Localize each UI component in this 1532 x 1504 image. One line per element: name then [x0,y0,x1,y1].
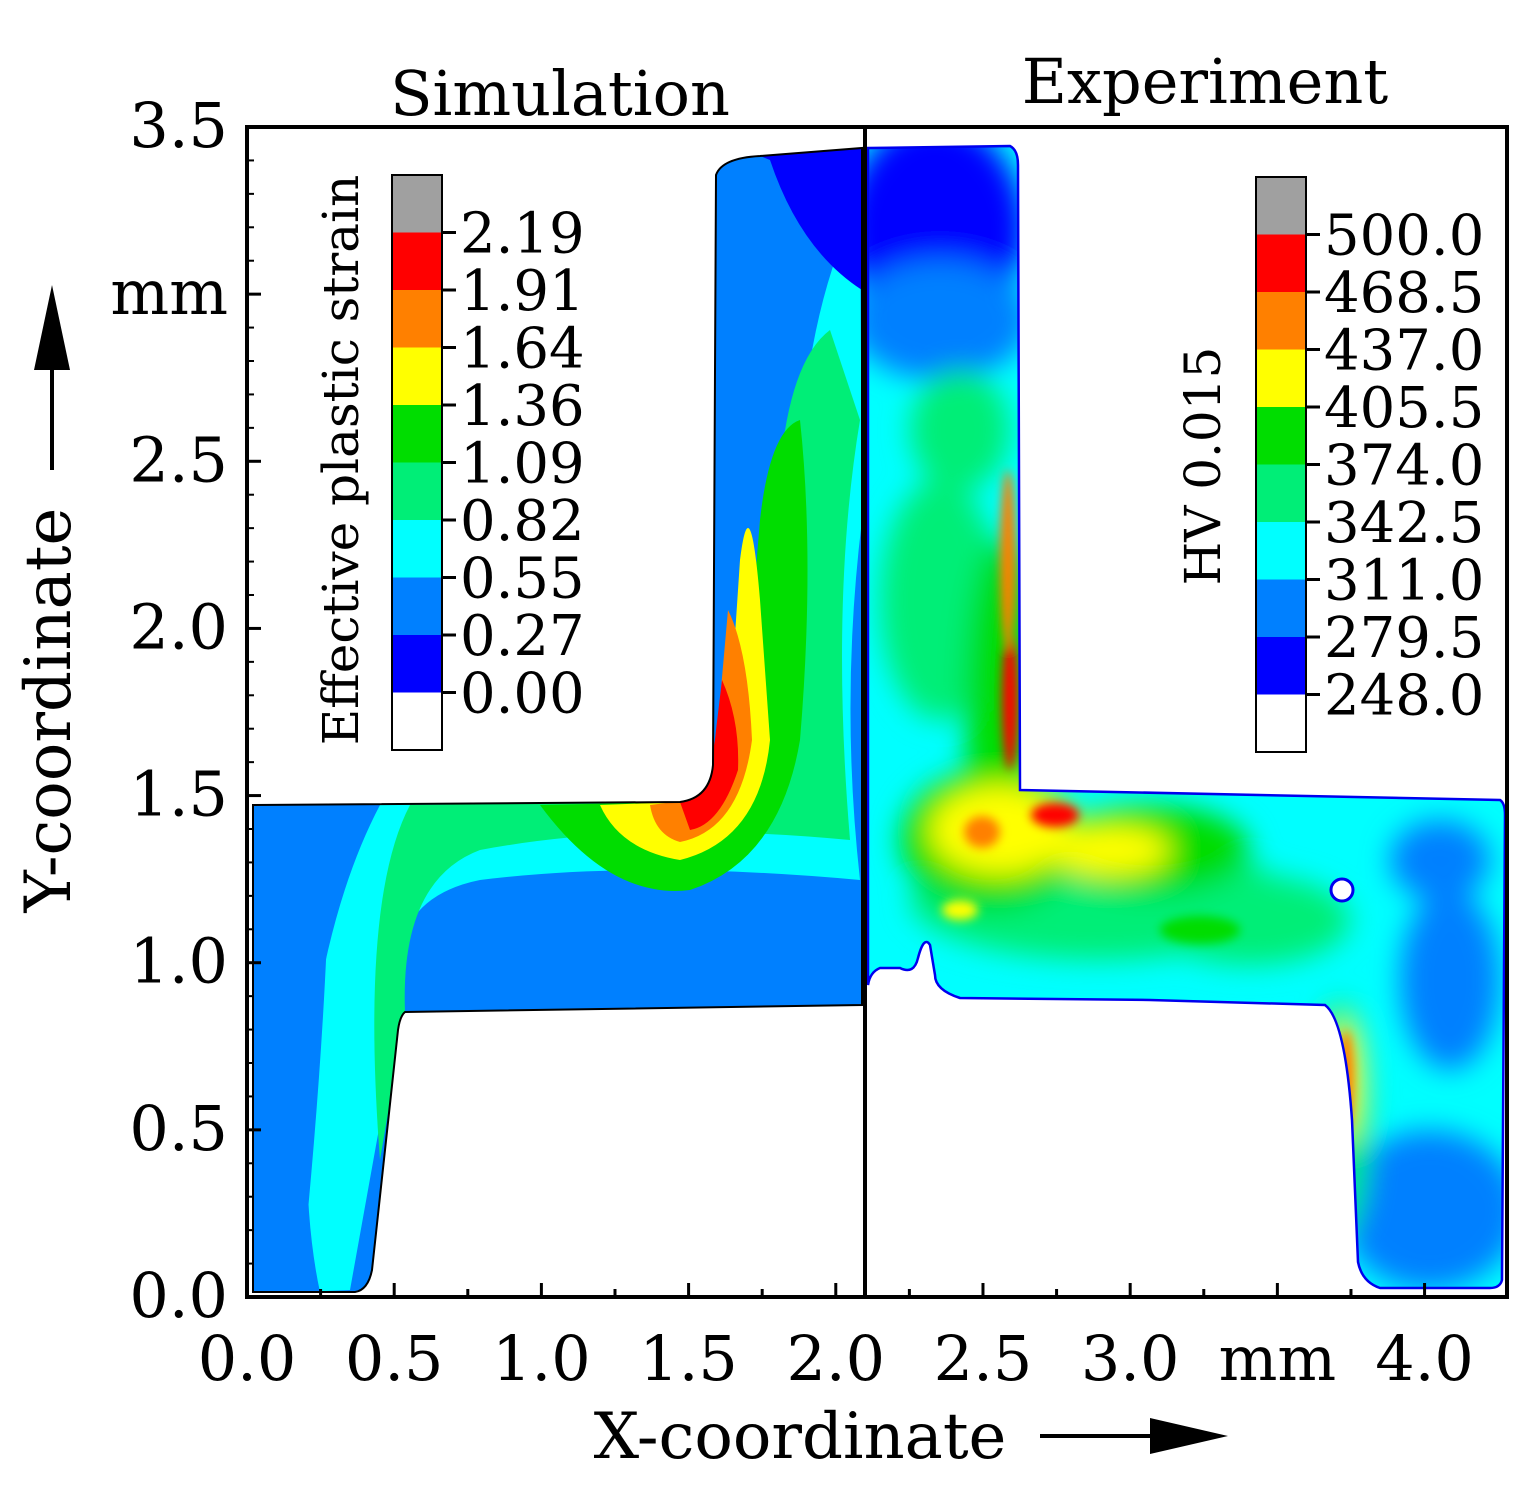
cb-hard-swatch [1256,637,1306,695]
simulation-title: Simulation [390,57,730,130]
cb-strain-swatch [392,462,442,520]
cb-hard-label: 374.0 [1324,434,1484,499]
cb-hard-swatch [1256,234,1306,292]
cb-strain-swatch [392,520,442,578]
cb-hard-label: 468.5 [1324,261,1484,326]
cb-strain-label: 1.09 [460,432,585,497]
exp-blob-4 [1390,820,1490,900]
exp-spot-0 [1002,630,1018,770]
cb-hard-label: 437.0 [1324,319,1484,384]
sim-band-8 [760,148,862,290]
exp-blob-13 [930,785,1070,875]
cb-hard-label: 311.0 [1324,549,1484,614]
y-tick-label: 1.0 [129,925,228,998]
cb-strain-label: 0.82 [460,489,585,554]
strain-colorbar: 2.191.911.641.361.090.820.550.270.00 [391,174,585,751]
exp-spot-3 [964,816,1000,848]
cb-strain-label: 1.91 [460,259,585,324]
hardness-colorbar: 500.0468.5437.0405.5374.0342.5311.0279.5… [1255,176,1484,753]
x-tick-label: 1.0 [492,1322,591,1395]
cb-strain-swatch [392,692,442,750]
cb-strain-swatch [392,175,442,233]
exp-spot-5 [942,900,978,920]
cb-hard-swatch [1256,694,1306,752]
cb-hard-label: 500.0 [1324,204,1484,269]
exp-spot-2 [1031,803,1079,827]
cb-hard-label: 248.0 [1324,664,1484,729]
cb-hard-label: 279.5 [1324,606,1484,671]
cb-strain-swatch [392,577,442,635]
exp-blob-14 [1050,825,1170,875]
cb-strain-swatch [392,232,442,290]
cb-hard-swatch [1256,349,1306,407]
y-axis-arrow [34,285,70,470]
sim-band-0 [500,880,862,1012]
experiment-hole [1329,877,1355,903]
cb-hard-swatch [1256,407,1306,465]
cb-strain-swatch [392,290,442,348]
cb-hard-label: 405.5 [1324,376,1484,441]
plot-frame [245,125,1509,1299]
cb-strain-label: 1.36 [460,374,585,439]
exp-blob-3 [1400,890,1500,1070]
cb-hard-swatch [1256,464,1306,522]
cb-strain-swatch [392,635,442,693]
cb-strain-label: 0.00 [460,662,585,727]
cb-strain-label: 2.19 [460,202,585,267]
y-tick-label: 2.0 [129,590,228,663]
y-tick-label: 3.5 [129,89,228,162]
cb-hard-swatch [1256,522,1306,580]
exp-hot-spots [942,470,1354,1130]
cb-strain-label: 0.27 [460,604,585,669]
hardness-colorbar-title: HV 0.015 [1174,347,1232,586]
x-tick-label: 0.5 [345,1322,444,1395]
cb-hard-label: 342.5 [1324,491,1484,556]
x-tick-label: 4.0 [1375,1322,1474,1395]
cb-hard-swatch [1256,177,1306,235]
cb-hard-swatch [1256,579,1306,637]
x-axis-arrow [1040,1418,1228,1454]
exp-blob-1 [868,260,1030,380]
x-tick-label: mm [1219,1322,1337,1395]
y-tick-label: 0.0 [129,1259,228,1332]
y-tick-label: mm [110,256,228,329]
sim-band-9 [253,805,380,1292]
exp-spot-1 [1000,470,1016,650]
y-axis-ticks: 0.0 0.5 1.0 1.5 2.0 2.5 mm 3.5 [110,89,261,1332]
cb-strain-label: 0.55 [460,547,585,612]
cb-strain-swatch [392,405,442,463]
exp-spot-6 [1160,916,1240,944]
x-tick-label: 0.0 [198,1322,297,1395]
y-tick-label: 2.5 [129,423,228,496]
cb-hard-swatch [1256,292,1306,350]
y-tick-label: 0.5 [129,1092,228,1165]
y-axis-label: Y-coordinate [12,508,86,914]
x-tick-label: 2.5 [934,1322,1033,1395]
x-axis-label: X-coordinate [594,1400,1007,1474]
exp-blob-6 [910,370,1010,490]
exp-blob-2 [1340,1130,1505,1288]
x-tick-label: 1.5 [639,1322,738,1395]
cb-strain-swatch [392,347,442,405]
sim-band-1 [300,200,862,1292]
strain-colorbar-title: Effective plastic strain [312,175,370,746]
x-tick-label: 2.0 [786,1322,885,1395]
cb-strain-label: 1.64 [460,317,585,382]
x-tick-label: 3.0 [1081,1322,1180,1395]
experiment-title: Experiment [1022,45,1388,118]
y-tick-label: 1.5 [129,758,228,831]
x-axis-ticks: 0.0 0.5 1.0 1.5 2.0 2.5 3.0 mm 4.0 [198,1283,1474,1395]
